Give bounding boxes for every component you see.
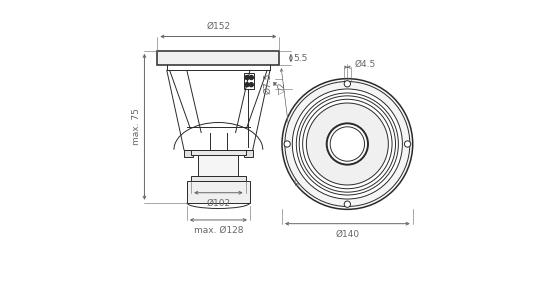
Circle shape (404, 141, 410, 147)
Circle shape (296, 93, 398, 195)
Text: max. 75: max. 75 (132, 108, 141, 145)
Circle shape (306, 103, 388, 185)
Circle shape (344, 81, 351, 87)
Circle shape (249, 83, 253, 87)
Text: Foam
gasket: Foam gasket (294, 167, 322, 186)
Bar (187, 181, 250, 203)
Circle shape (344, 201, 351, 207)
Circle shape (206, 165, 213, 172)
Circle shape (285, 82, 410, 206)
Text: ▽2: ▽2 (278, 82, 287, 94)
Circle shape (200, 165, 208, 172)
Text: 5.5: 5.5 (294, 54, 308, 62)
Circle shape (326, 123, 368, 165)
Circle shape (282, 79, 413, 209)
Text: Ø102: Ø102 (206, 198, 231, 207)
Circle shape (299, 96, 395, 192)
Text: max. Ø128: max. Ø128 (194, 226, 243, 235)
Bar (191, 150, 246, 156)
Bar (191, 175, 246, 181)
Text: Ø152: Ø152 (206, 22, 231, 31)
Bar (198, 156, 239, 175)
Bar (244, 73, 254, 89)
Circle shape (292, 89, 403, 199)
Text: Ø7.5: Ø7.5 (264, 73, 273, 94)
Circle shape (249, 75, 253, 79)
Circle shape (330, 127, 365, 161)
Text: Ø140: Ø140 (335, 230, 360, 238)
Circle shape (245, 75, 249, 79)
Circle shape (302, 99, 392, 189)
Bar (244, 150, 253, 157)
Circle shape (245, 83, 249, 87)
Circle shape (284, 141, 290, 147)
Text: Ø4.5: Ø4.5 (354, 60, 376, 69)
Bar (184, 150, 193, 157)
FancyBboxPatch shape (157, 51, 279, 65)
